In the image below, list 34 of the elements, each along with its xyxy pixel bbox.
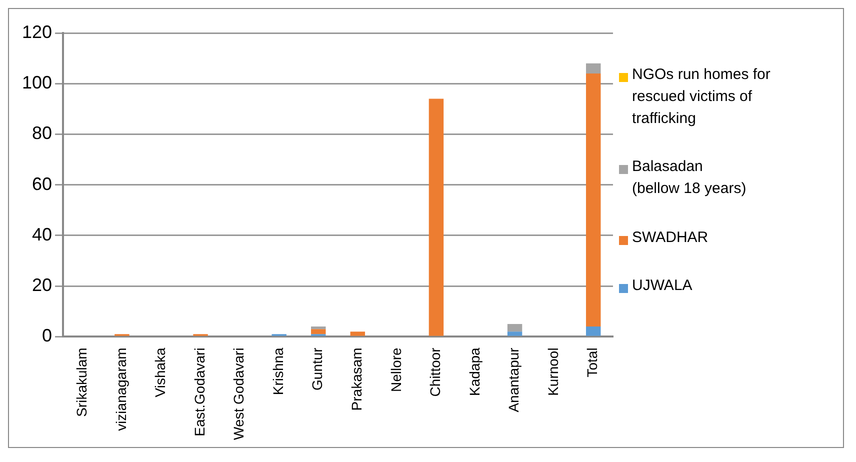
legend-label: SWADHAR [632,228,708,248]
bar [507,332,522,336]
bar [311,326,326,330]
y-tick-label: 40 [32,224,52,244]
x-tick-label: Chittoor [427,347,444,397]
y-tick-label: 80 [32,123,52,144]
x-tick-label: vizianagaram [112,348,129,431]
y-tick-label: 120 [22,22,52,42]
legend-label: Balasadan (bellow 18 years) [632,157,746,200]
x-tick-label: East.Godavari [191,348,208,436]
x-tick-label: Srikakulam [74,348,90,417]
bar [507,324,522,332]
x-tick-label: West Godavari [230,348,247,440]
x-tick-label: Nellore [388,347,404,392]
x-tick-label: Kurnool [544,348,561,396]
legend-label: NGOs run homes for rescued victims of trafficking [632,65,772,129]
bar [311,329,326,334]
y-tick-label: 100 [22,72,52,93]
bar [586,326,601,336]
bar [586,63,601,74]
y-tick-label: 60 [32,174,52,194]
y-tick-label: 0 [42,326,52,346]
bar [350,332,366,336]
x-tick-label: Krishna [270,347,286,396]
x-tick-label: Vishaka [152,347,168,398]
legend-label: UJWALA [632,276,692,296]
bar [586,73,601,327]
x-tick-label: Anantapur [506,347,522,412]
y-tick-label: 20 [32,275,52,296]
x-tick-label: Guntur [309,347,326,390]
x-tick-label: Total [584,348,600,378]
x-tick-label: Kadapa [466,347,482,396]
x-tick-label: Prakasam [348,348,365,411]
bar [428,98,444,336]
